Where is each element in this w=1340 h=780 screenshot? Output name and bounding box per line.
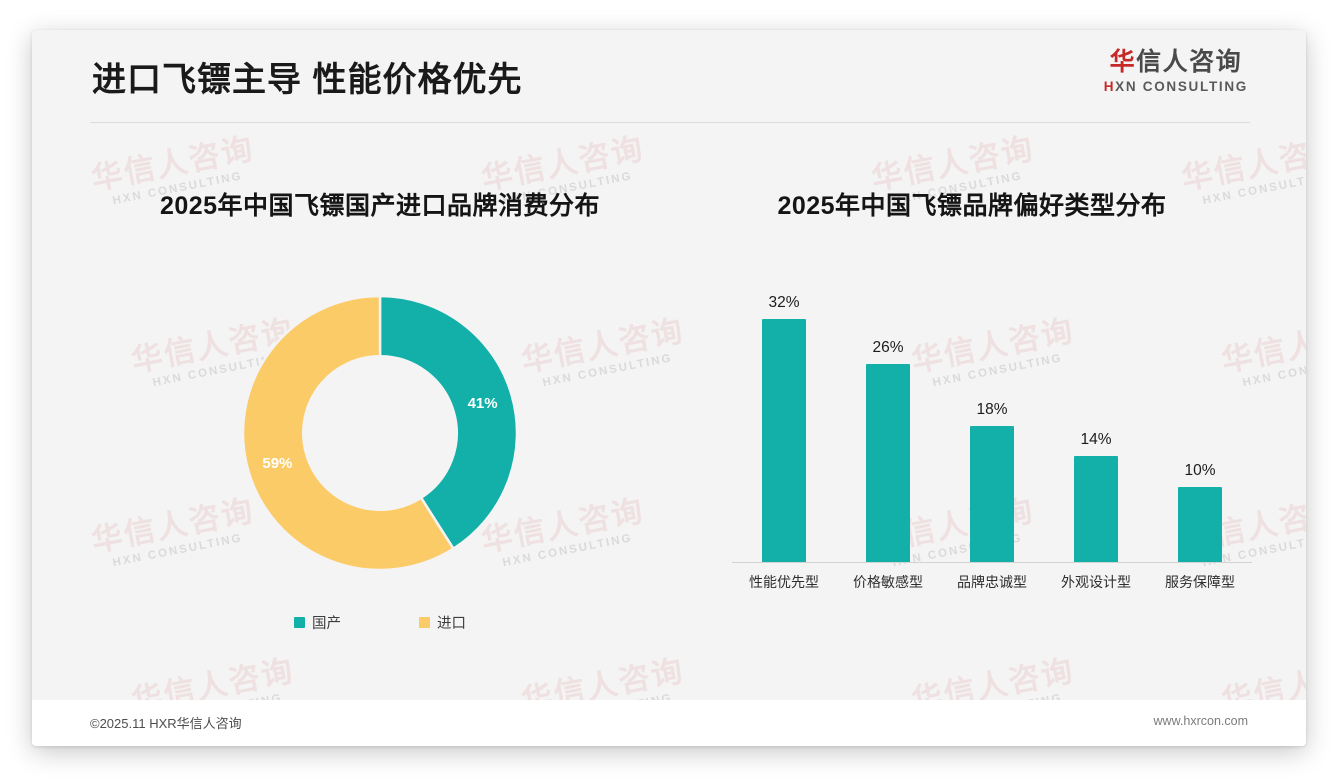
bar-value-label: 10%	[1184, 461, 1216, 479]
brand-logo-cn-rest: 信人咨询	[1136, 48, 1243, 76]
legend-label: 国产	[312, 616, 341, 632]
donut-legend-item[interactable]: 进口	[419, 612, 466, 633]
donut-chart-title: 2025年中国飞镖国产进口品牌消费分布	[159, 192, 601, 220]
bar-column: 32%	[732, 288, 836, 563]
bar[interactable]	[866, 364, 910, 563]
donut-slice-value-label: 59%	[262, 455, 292, 472]
brand-logo-en-rest: XN CONSULTING	[1115, 78, 1248, 94]
bar-chart-title: 2025年中国飞镖品牌偏好类型分布	[777, 192, 1167, 220]
bar-column: 18%	[940, 288, 1044, 563]
donut-slice[interactable]	[241, 294, 456, 572]
bar-chart-panel: 2025年中国飞镖品牌偏好类型分布 32% 26% 18% 14% 10% 性能优先型 价…	[682, 130, 1262, 670]
slide-header: 进口飞镖主导 性能价格优先 华信人咨询 HXN CONSULTING	[32, 30, 1306, 123]
legend-color-swatch	[419, 617, 430, 628]
bar[interactable]	[762, 318, 806, 563]
bar-column: 10%	[1148, 288, 1252, 563]
header-divider	[90, 122, 1250, 123]
donut-slice-value-label: 41%	[468, 395, 498, 412]
bar-category-label: 外观设计型	[1061, 574, 1131, 590]
legend-color-swatch	[294, 617, 305, 628]
donut-chart-panel: 2025年中国飞镖国产进口品牌消费分布 41% 59% 国产 进口	[80, 130, 680, 670]
bar-category-label: 服务保障型	[1165, 574, 1235, 590]
bar-category-label: 价格敏感型	[853, 574, 923, 590]
brand-logo-en-text: HXN CONSULTING	[1104, 77, 1248, 97]
bar-value-label: 26%	[872, 339, 904, 357]
bar-value-label: 14%	[1080, 431, 1112, 449]
donut-legend-item[interactable]: 国产	[294, 612, 341, 633]
bar-value-label: 32%	[768, 293, 800, 311]
footer-copyright: ©2025.11 HXR华信人咨询	[90, 716, 242, 731]
bar[interactable]	[1178, 486, 1222, 563]
footer-website-link[interactable]: www.hxrcon.com	[1153, 714, 1248, 728]
bar-category-label: 品牌忠诚型	[957, 574, 1027, 590]
charts-region: 2025年中国飞镖国产进口品牌消费分布 41% 59% 国产 进口 2025年中国飞…	[32, 130, 1306, 670]
page-title: 进口飞镖主导 性能价格优先	[92, 61, 523, 99]
slide-card: 华信人咨询 HXN CONSULTING 华信人咨询 HXN CONSULTING 华信…	[32, 30, 1306, 746]
bar[interactable]	[970, 425, 1014, 563]
brand-logo-cn-accent: 华	[1109, 48, 1137, 76]
bar-category-label: 性能优先型	[749, 574, 819, 590]
donut-chart-svg: 41% 59%	[241, 294, 519, 572]
bar-value-label: 18%	[976, 400, 1008, 418]
bar[interactable]	[1074, 456, 1118, 563]
brand-logo-cn-text: 华信人咨询	[1104, 48, 1248, 77]
donut-chart: 41% 59%	[239, 292, 521, 574]
bar-chart-x-axis-line	[732, 562, 1252, 563]
legend-label: 进口	[437, 616, 466, 632]
donut-slice[interactable]	[378, 294, 519, 551]
slide-footer: ©2025.11 HXR华信人咨询 www.hxrcon.com	[32, 700, 1306, 746]
bar-column: 14%	[1044, 288, 1148, 563]
brand-logo-en-accent: H	[1103, 78, 1116, 94]
bar-column: 26%	[836, 288, 940, 563]
bar-chart-plot: 32% 26% 18% 14% 10%	[732, 288, 1252, 563]
brand-logo: 华信人咨询 HXN CONSULTING	[1104, 48, 1248, 97]
donut-chart-legend: 国产 进口	[294, 612, 466, 633]
